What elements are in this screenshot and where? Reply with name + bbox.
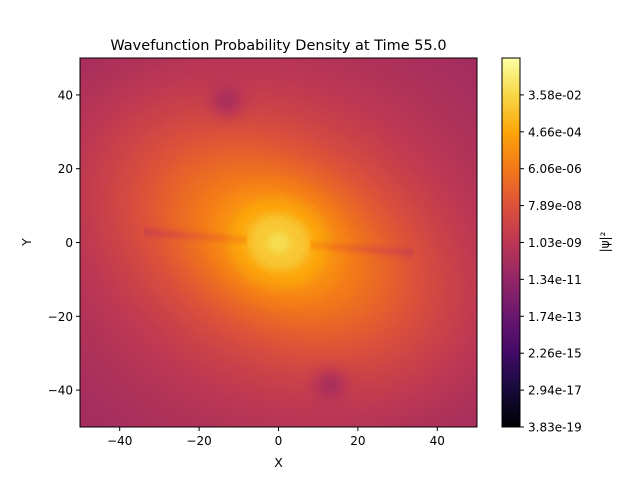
x-tick-label: 20 (350, 434, 365, 448)
x-tick-label: −40 (107, 434, 132, 448)
colorbar-tick-label: 2.26e-15 (528, 347, 582, 361)
colorbar-tick-label: 6.06e-06 (528, 162, 582, 176)
colorbar: 3.83e-19 2.94e-17 2.26e-15 1.74e-13 1.34e-11… (501, 57, 612, 435)
x-tick-label: −20 (186, 434, 211, 448)
y-tick-label: 0 (65, 236, 73, 250)
colorbar-ticks: 3.83e-19 2.94e-17 2.26e-15 1.74e-13 1.34e-11… (520, 88, 582, 435)
colorbar-tick-label: 1.03e-09 (528, 236, 582, 250)
x-tick-label: 40 (430, 434, 445, 448)
y-tick-label: −20 (48, 310, 73, 324)
colorbar-tick-label: 3.83e-19 (528, 421, 582, 435)
x-axis-ticks: −40 −20 0 20 40 (107, 427, 445, 448)
heatmap-area (79, 57, 478, 428)
colorbar-label: |ψ|² (598, 231, 612, 252)
y-tick-label: 20 (58, 162, 73, 176)
y-tick-label: 40 (58, 88, 73, 102)
y-axis-label: Y (19, 238, 34, 247)
colorbar-tick-label: 3.58e-02 (528, 88, 582, 102)
chart-title: Wavefunction Probability Density at Time… (110, 38, 446, 54)
y-tick-label: −40 (48, 384, 73, 398)
colorbar-tick-label: 4.66e-04 (528, 125, 582, 139)
colorbar-tick-label: 1.34e-11 (528, 273, 582, 287)
colorbar-tick-label: 1.74e-13 (528, 310, 582, 324)
x-tick-label: 0 (275, 434, 283, 448)
heatmap-image (80, 58, 477, 427)
colorbar-fill (502, 58, 520, 427)
y-axis-ticks: −40 −20 0 20 40 (48, 88, 80, 398)
x-axis-label: X (274, 455, 283, 470)
colorbar-tick-label: 7.89e-08 (528, 199, 582, 213)
colorbar-tick-label: 2.94e-17 (528, 384, 582, 398)
